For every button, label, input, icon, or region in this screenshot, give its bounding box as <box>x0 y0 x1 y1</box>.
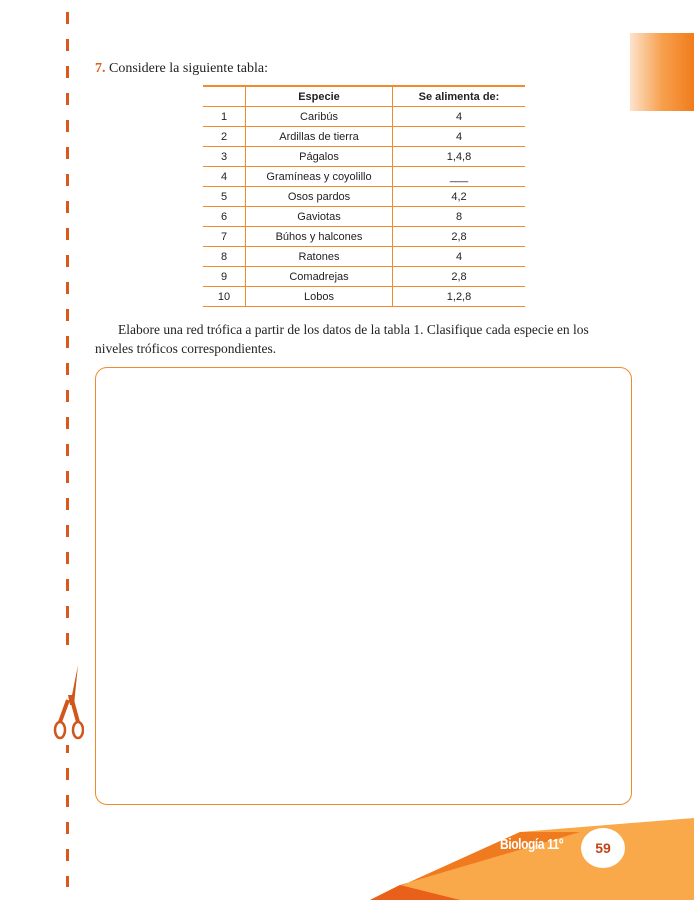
table-row: 2 Ardillas de tierra 4 <box>203 126 525 147</box>
species-name: Comadrejas <box>245 266 393 287</box>
row-number: 9 <box>203 266 246 287</box>
row-number: 3 <box>203 146 246 167</box>
feeds-on: 8 <box>392 206 525 227</box>
row-number: 7 <box>203 226 246 247</box>
species-name: Págalos <box>245 146 393 167</box>
species-name: Lobos <box>245 286 393 307</box>
table-row: 8 Ratones 4 <box>203 246 525 267</box>
book-title: Biología 11º <box>500 836 563 853</box>
row-number: 2 <box>203 126 246 147</box>
question-number: 7. <box>95 61 106 76</box>
row-number: 8 <box>203 246 246 267</box>
feeds-on: 1,4,8 <box>392 146 525 167</box>
header-feeds-on: Se alimenta de: <box>392 85 525 107</box>
header-species: Especie <box>245 85 393 107</box>
species-name: Gramíneas y coyolillo <box>245 166 393 187</box>
species-name: Ardillas de tierra <box>245 126 393 147</box>
feeds-on: 1,2,8 <box>392 286 525 307</box>
feeds-on: 4 <box>392 246 525 267</box>
feeds-on: 4 <box>392 126 525 147</box>
row-number: 10 <box>203 286 246 307</box>
table-row: 9 Comadrejas 2,8 <box>203 266 525 287</box>
page-tab <box>630 33 694 111</box>
species-table: Especie Se alimenta de: 1 Caribús 4 2 Ardill… <box>203 85 525 307</box>
feeds-on: 2,8 <box>392 226 525 247</box>
table-row: 4 Gramíneas y coyolillo ___ <box>203 166 525 187</box>
feeds-on: 4 <box>392 106 525 127</box>
table-row: 7 Búhos y halcones 2,8 <box>203 226 525 247</box>
feeds-on: ___ <box>392 166 525 187</box>
row-number: 6 <box>203 206 246 227</box>
table-row: 3 Págalos 1,4,8 <box>203 146 525 167</box>
feeds-on: 2,8 <box>392 266 525 287</box>
instruction-text: Elabore una red trófica a partir de los … <box>95 322 589 356</box>
cut-line <box>66 12 69 887</box>
page-number: 59 <box>581 828 625 868</box>
answer-box[interactable] <box>95 367 632 805</box>
row-number: 5 <box>203 186 246 207</box>
question-text: Considere la siguiente tabla: <box>109 61 269 76</box>
species-name: Ratones <box>245 246 393 267</box>
table-header: Especie Se alimenta de: <box>203 85 525 107</box>
table-row: 1 Caribús 4 <box>203 106 525 127</box>
table-row: 10 Lobos 1,2,8 <box>203 286 525 307</box>
species-name: Osos pardos <box>245 186 393 207</box>
species-name: Gaviotas <box>245 206 393 227</box>
species-name: Búhos y halcones <box>245 226 393 247</box>
header-number <box>203 85 246 107</box>
scissors-icon <box>52 660 85 745</box>
question: 7. Considere la siguiente tabla: <box>95 61 268 77</box>
species-name: Caribús <box>245 106 393 127</box>
feeds-on: 4,2 <box>392 186 525 207</box>
table-row: 6 Gaviotas 8 <box>203 206 525 227</box>
row-number: 1 <box>203 106 246 127</box>
table-row: 5 Osos pardos 4,2 <box>203 186 525 207</box>
row-number: 4 <box>203 166 246 187</box>
